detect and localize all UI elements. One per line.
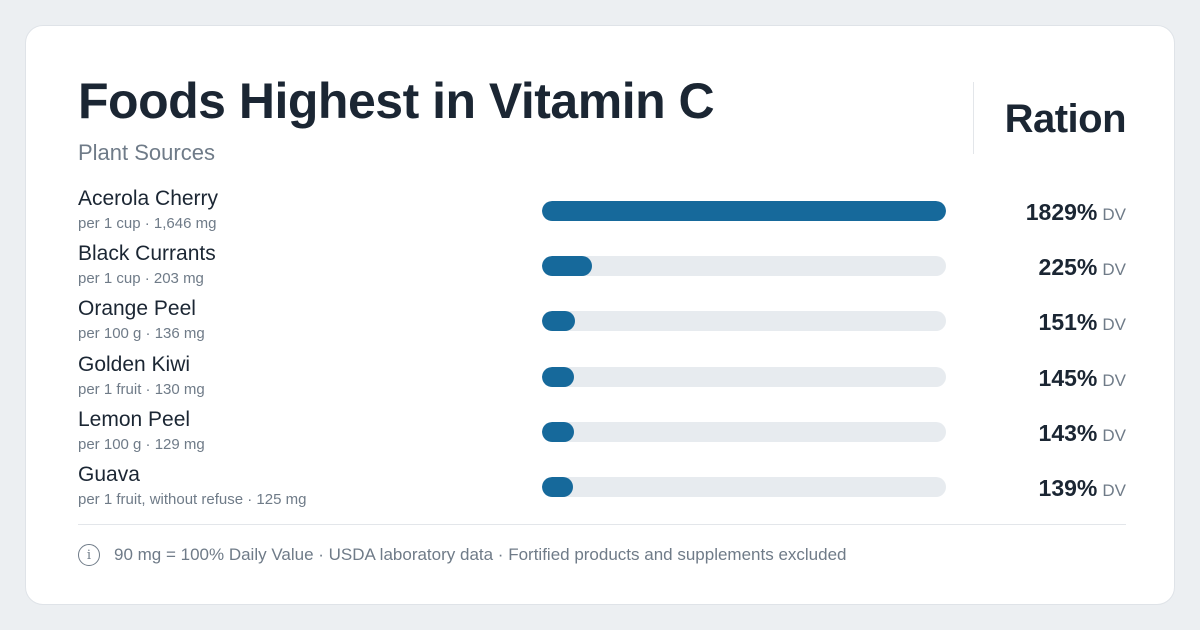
chart-card: Foods Highest in Vitamin C Plant Sources… [25,25,1175,605]
bar-row: Lemon Peel per 100 g · 129 mg 143% DV [78,408,1126,463]
footer-note: 90 mg = 100% Daily Value · USDA laborato… [114,545,847,564]
value-label: 139% DV [1039,475,1126,502]
value-label: 145% DV [1039,365,1126,392]
value-percent: 145% [1038,364,1098,391]
value-percent: 1829% [1025,199,1098,225]
footer: i 90 mg = 100% Daily Value · USDA labora… [78,544,847,566]
serving-note: per 100 g · 129 mg [78,435,205,453]
footer-divider [78,524,1126,525]
bar-track [542,311,946,332]
value-unit: DV [1102,205,1126,224]
bar-track [542,256,946,277]
value-percent: 225% [1038,254,1098,281]
value-label: 143% DV [1039,420,1126,447]
bar [542,366,575,387]
bar [542,311,576,332]
value-unit: DV [1102,370,1126,390]
info-icon: i [78,544,100,566]
brand-logo: Ration [1004,97,1127,141]
category-label: Black Currants [78,242,216,266]
value-percent: 143% [1038,419,1098,446]
value-unit: DV [1102,425,1126,445]
bar-track [542,366,946,387]
category-label: Golden Kiwi [78,352,191,376]
value-label: 225% DV [1039,254,1126,281]
category-label: Acerola Cherry [78,187,219,210]
bar-track [542,201,946,221]
value-percent: 139% [1038,474,1098,501]
value-label: 151% DV [1039,309,1126,336]
bar-row: Golden Kiwi per 1 fruit · 130 mg 145% DV [78,353,1126,408]
category-label: Orange Peel [78,297,196,321]
value-unit: DV [1102,480,1126,500]
bar-row: Black Currants per 1 cup · 203 mg 225% DV [78,242,1126,297]
value-unit: DV [1102,315,1126,335]
bar-track [542,476,946,497]
page-title: Foods Highest in Vitamin C [78,73,715,129]
bar-row: Acerola Cherry per 1 cup · 1,646 mg 1829% D… [78,187,1126,242]
bar-row: Orange Peel per 100 g · 136 mg 151% DV [78,297,1126,352]
header-divider [973,82,974,154]
bar [542,201,946,221]
bar [542,256,592,277]
value-unit: DV [1102,260,1126,280]
category-label: Lemon Peel [78,407,191,431]
bar-chart: Acerola Cherry per 1 cup · 1,646 mg 1829% D… [78,187,1126,518]
bar-row: Guava per 1 fruit, without refuse · 125 m… [78,463,1126,518]
bar-track [542,421,946,442]
bar [542,476,573,497]
serving-note: per 1 fruit · 130 mg [78,380,205,398]
serving-note: per 100 g · 136 mg [78,325,205,343]
category-label: Guava [78,462,140,486]
serving-note: per 1 cup · 1,646 mg [78,215,217,232]
value-percent: 151% [1038,309,1098,336]
bar [542,421,574,442]
page-subtitle: Plant Sources [78,140,215,165]
serving-note: per 1 fruit, without refuse · 125 mg [78,490,307,508]
serving-note: per 1 cup · 203 mg [78,270,204,288]
value-label: 1829% DV [1026,199,1126,226]
